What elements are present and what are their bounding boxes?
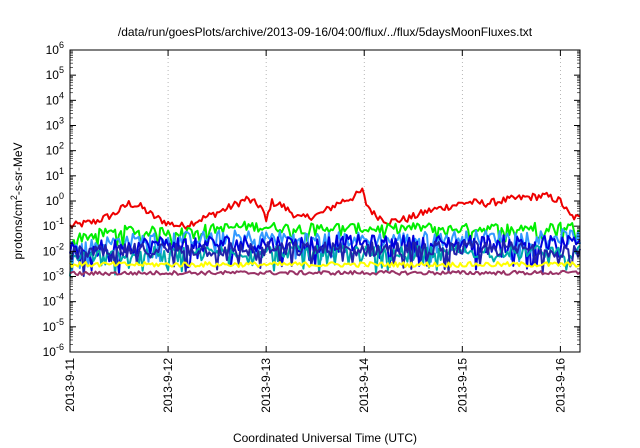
y-tick-label: 101 [46,166,64,183]
y-tick-base: 10 [46,169,60,183]
y-tick-label: 10-6 [43,342,64,359]
y-axis-label: protons/cm2-s-sr-MeV [9,142,25,259]
y-tick-label: 10-4 [43,292,64,309]
y-tick-exp: -5 [56,317,64,327]
x-axis-label: Coordinated Universal Time (UTC) [233,431,417,445]
y-tick-label: 10-1 [43,216,64,233]
series-line-6 [69,240,581,278]
y-tick-base: 10 [46,43,60,57]
x-tick-label: 2013-9-15 [455,358,469,413]
y-tick-base: 10 [43,295,57,309]
chart-title: /data/run/goesPlots/archive/2013-09-16/0… [118,25,533,39]
y-tick-exp: -3 [56,267,64,277]
y-tick-label: 103 [46,116,64,133]
y-tick-label: 105 [46,65,64,82]
x-tick-label: 2013-9-16 [553,358,567,413]
y-tick-base: 10 [46,93,60,107]
y-tick-base: 10 [43,219,57,233]
y-tick-label: 106 [46,40,64,57]
series-line-7 [69,261,581,268]
y-tick-label: 104 [46,90,64,107]
y-tick-exp: 0 [59,191,64,201]
y-tick-base: 10 [46,194,60,208]
y-tick-base: 10 [43,270,57,284]
y-tick-base: 10 [43,244,57,258]
series-line-2 [69,220,581,251]
y-tick-label: 10-3 [43,267,64,284]
y-tick-exp: 5 [59,65,64,75]
grid-lines [69,50,561,352]
y-tick-exp: 4 [59,90,64,100]
y-tick-label: 100 [46,191,64,208]
series-line-8 [69,269,581,277]
y-tick-base: 10 [46,119,60,133]
y-tick-base: 10 [46,144,60,158]
y-tick-exp: 6 [59,40,64,50]
y-tick-base: 10 [43,320,57,334]
y-tick-label: 102 [46,141,64,158]
y-tick-label: 10-2 [43,241,64,258]
y-axis-label-suffix: -s-sr-MeV [11,142,25,195]
y-tick-exp: 3 [59,116,64,126]
y-tick-exp: 1 [59,166,64,176]
y-tick-exp: -2 [56,241,64,251]
x-axis-ticks: 2013-9-11 2013-9-12 2013-9-13 2013-9-14 2013… [63,50,567,413]
series-group [69,187,581,278]
y-tick-exp: 2 [59,141,64,151]
y-axis-ticks: 10610510410310210110010-110-210-310-410-… [43,40,580,359]
y-tick-exp: -1 [56,216,64,226]
y-tick-base: 10 [46,68,60,82]
x-tick-label: 2013-9-11 [63,358,77,412]
series-line-1 [69,187,581,230]
y-tick-exp: -6 [56,342,64,352]
x-tick-label: 2013-9-12 [161,358,175,413]
x-tick-label: 2013-9-14 [357,358,371,413]
y-tick-base: 10 [43,345,57,359]
y-axis-label-sup: 2 [9,195,19,200]
y-tick-exp: -4 [56,292,64,302]
x-tick-label: 2013-9-13 [259,358,273,413]
y-tick-label: 10-5 [43,317,64,334]
y-axis-label-prefix: protons/cm [11,200,25,259]
plot-frame [69,49,581,353]
